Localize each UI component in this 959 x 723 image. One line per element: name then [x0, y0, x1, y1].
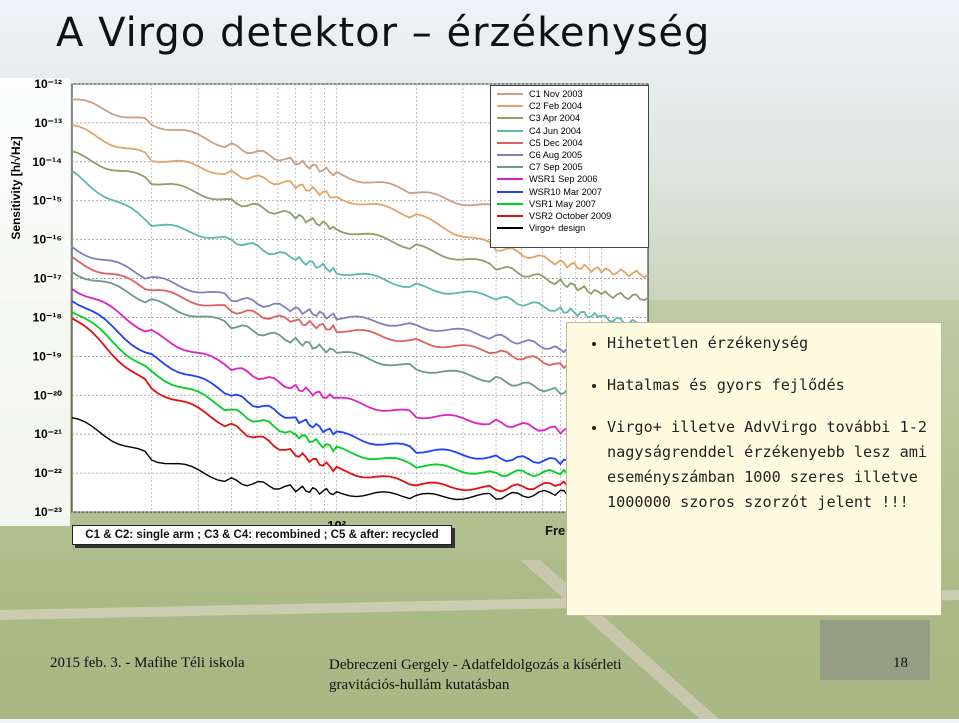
series-line	[71, 124, 649, 279]
y-tick-label: 10⁻¹⁵	[33, 194, 62, 208]
y-tick-label: 10⁻¹⁴	[32, 155, 62, 169]
legend-entry: C1 Nov 2003	[491, 88, 648, 100]
legend-swatch	[497, 154, 523, 157]
y-tick-label: 10⁻²³	[34, 505, 62, 519]
y-tick-label: 10⁻¹³	[34, 116, 62, 130]
legend-entry: C2 Feb 2004	[491, 100, 648, 112]
legend-swatch	[497, 214, 523, 217]
legend-label: Virgo+ design	[529, 223, 586, 234]
bullet-callout: Hihetetlen érzékenység Hatalmas és gyors…	[566, 322, 942, 616]
legend-swatch	[497, 166, 523, 169]
legend-label: C2 Feb 2004	[529, 101, 583, 112]
legend-entry: C4 Jun 2004	[491, 125, 648, 137]
legend-swatch	[497, 105, 523, 108]
legend-swatch	[497, 202, 523, 205]
legend-swatch	[497, 227, 523, 230]
legend-label: VSR2 October 2009	[529, 210, 612, 221]
legend-label: VSR1 May 2007	[529, 198, 596, 209]
legend-swatch	[497, 178, 523, 181]
bullet-list: Hihetetlen érzékenység Hatalmas és gyors…	[585, 331, 931, 515]
page-number: 18	[893, 655, 908, 671]
x-axis-label: Fre	[545, 523, 566, 538]
y-axis-label: Sensitivity [h/√Hz]	[9, 136, 23, 239]
legend-entry: C7 Sep 2005	[491, 161, 648, 173]
legend-swatch	[497, 117, 523, 120]
chart-legend: C1 Nov 2003 C2 Feb 2004 C3 Apr 2004 C4 Jun …	[490, 85, 649, 248]
series-line	[71, 169, 649, 328]
legend-label: WSR10 Mar 2007	[529, 186, 603, 197]
legend-entry: C6 Aug 2005	[491, 149, 648, 161]
legend-swatch	[497, 141, 523, 144]
footer-author-title: Debreczeni Gergely - Adatfeldolgozás a k…	[329, 657, 622, 693]
legend-label: C3 Apr 2004	[529, 113, 581, 124]
series-line	[71, 150, 649, 301]
legend-swatch	[497, 190, 523, 193]
y-tick-label: 10⁻²²	[34, 466, 62, 480]
y-tick-label: 10⁻¹²	[34, 77, 62, 91]
y-tick-label: 10⁻¹⁹	[33, 349, 62, 363]
legend-label: C1 Nov 2003	[529, 89, 583, 99]
slide-title: A Virgo detektor – érzékenység	[56, 10, 711, 56]
legend-label: WSR1 Sep 2006	[529, 174, 598, 185]
legend-entry: WSR10 Mar 2007	[491, 186, 648, 198]
legend-label: C6 Aug 2005	[529, 149, 583, 160]
y-tick-label: 10⁻¹⁶	[33, 233, 62, 247]
legend-entry: VSR2 October 2009	[491, 210, 648, 222]
y-tick-label: 10⁻²¹	[34, 427, 62, 441]
legend-label: C5 Dec 2004	[529, 137, 583, 148]
y-tick-label: 10⁻¹⁸	[33, 310, 62, 324]
chart-footnote: C1 & C2: single arm ; C3 & C4: recombine…	[72, 525, 452, 545]
bullet-item: Hihetetlen érzékenység	[607, 331, 931, 356]
y-tick-label: 10⁻¹⁷	[33, 272, 62, 286]
bullet-item: Hatalmas és gyors fejlődés	[607, 373, 931, 398]
bullet-item: Virgo+ illetve AdvVirgo további 1-2 nagy…	[607, 415, 931, 515]
legend-swatch	[497, 129, 523, 132]
legend-label: C4 Jun 2004	[529, 125, 582, 136]
legend-entry: WSR1 Sep 2006	[491, 173, 648, 185]
legend-label: C7 Sep 2005	[529, 162, 583, 173]
legend-swatch	[497, 93, 523, 96]
y-tick-label: 10⁻²⁰	[34, 388, 63, 402]
footer-date-event: 2015 feb. 3. - Mafihe Téli iskola	[50, 655, 245, 671]
legend-entry: Virgo+ design	[491, 222, 648, 234]
legend-entry: C5 Dec 2004	[491, 137, 648, 149]
legend-entry: C3 Apr 2004	[491, 112, 648, 124]
y-axis-panel	[0, 78, 70, 526]
legend-entry: VSR1 May 2007	[491, 198, 648, 210]
